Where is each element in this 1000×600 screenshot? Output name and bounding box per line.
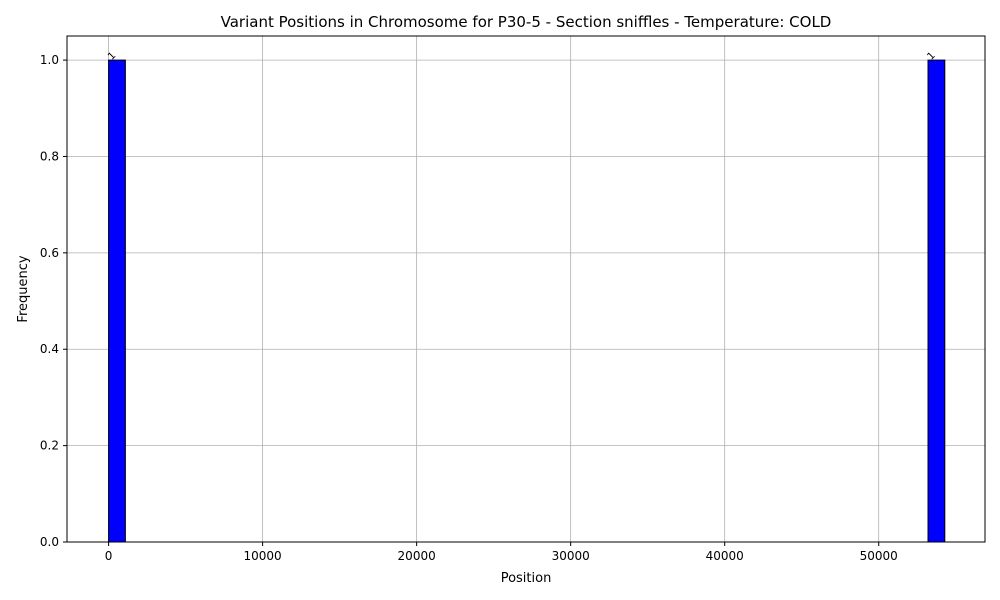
chart-title: Variant Positions in Chromosome for P30-… <box>221 13 832 31</box>
bar-1 <box>927 59 946 543</box>
y-tick-label: 0.6 <box>40 246 59 260</box>
y-tick-label: 0.4 <box>40 342 59 356</box>
y-tick-label: 0.2 <box>40 439 59 453</box>
y-axis-label: Frequency <box>16 255 31 322</box>
x-tick-label: 30000 <box>552 549 590 563</box>
y-tick-label: 0.8 <box>40 149 59 163</box>
bar-0 <box>108 59 126 543</box>
x-tick-label: 20000 <box>398 549 436 563</box>
axis-ticks: 0 10000 20000 30000 40000 50000 0.0 0.2 0.4 0.6 0.… <box>40 53 898 563</box>
x-tick-label: 0 <box>105 549 113 563</box>
x-tick-label: 10000 <box>244 549 282 563</box>
x-axis-label: Position <box>501 571 552 586</box>
grid-lines <box>67 36 985 543</box>
y-tick-label: 0.0 <box>40 535 59 549</box>
axes-frame <box>66 35 986 543</box>
y-tick-label: 1.0 <box>40 53 59 67</box>
x-tick-label: 40000 <box>706 549 744 563</box>
x-tick-label: 50000 <box>860 549 898 563</box>
plot-frame <box>66 35 986 543</box>
